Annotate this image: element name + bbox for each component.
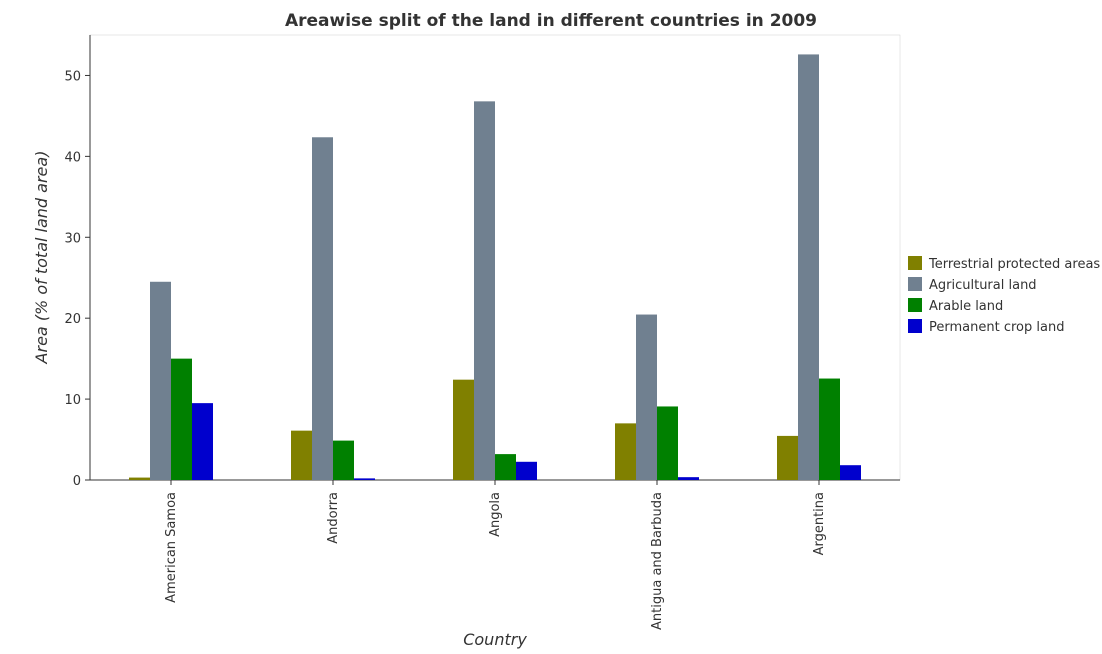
- y-axis-label: Area (% of total land area): [32, 151, 51, 365]
- y-tick-label: 20: [64, 312, 81, 327]
- bar: [840, 465, 861, 480]
- chart-title: Areawise split of the land in different …: [285, 11, 817, 31]
- bar: [615, 423, 636, 480]
- bar: [819, 379, 840, 480]
- y-tick-label: 40: [64, 150, 81, 165]
- x-tick-label: Angola: [488, 492, 503, 537]
- x-axis: American Samoa Andorra Angola Antigua and B…: [90, 480, 900, 630]
- x-tick-label: Argentina: [812, 492, 827, 555]
- x-tick-label: American Samoa: [164, 492, 179, 603]
- x-axis-label: Country: [463, 630, 527, 649]
- bar: [798, 54, 819, 480]
- legend-swatch: [908, 298, 922, 312]
- bar: [333, 441, 354, 480]
- x-tick-label: Antigua and Barbuda: [650, 492, 665, 630]
- y-axis: 0 10 20 30 40 50: [64, 35, 90, 489]
- bar: [495, 454, 516, 480]
- bar: [150, 282, 171, 480]
- bar: [678, 477, 699, 480]
- bar: [171, 359, 192, 480]
- legend-label: Permanent crop land: [929, 320, 1064, 335]
- bar: [474, 101, 495, 480]
- legend-label: Terrestrial protected areas: [928, 257, 1100, 272]
- y-tick-label: 50: [64, 69, 81, 84]
- legend-swatch: [908, 277, 922, 291]
- bar: [453, 380, 474, 480]
- bar: [516, 462, 537, 480]
- y-tick-label: 10: [64, 393, 81, 408]
- bar: [657, 406, 678, 480]
- y-tick-label: 0: [73, 474, 81, 489]
- bar: [291, 431, 312, 480]
- bar: [777, 436, 798, 480]
- legend-swatch: [908, 319, 922, 333]
- legend: Terrestrial protected areas Agricultural …: [908, 256, 1100, 335]
- legend-swatch: [908, 256, 922, 270]
- x-tick-label: Andorra: [326, 492, 341, 544]
- bar: [129, 478, 150, 480]
- legend-label: Arable land: [929, 299, 1003, 314]
- legend-label: Agricultural land: [929, 278, 1037, 293]
- bar: [192, 403, 213, 480]
- bar: [312, 137, 333, 480]
- bar: [636, 315, 657, 480]
- bar: [354, 478, 375, 480]
- y-tick-label: 30: [64, 231, 81, 246]
